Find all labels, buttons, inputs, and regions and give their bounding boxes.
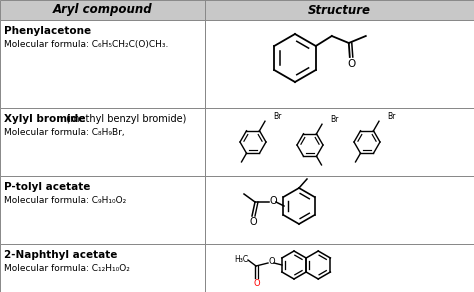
Text: Molecular formula: C₈H₉Br,: Molecular formula: C₈H₉Br, bbox=[4, 128, 125, 137]
Text: Br: Br bbox=[330, 115, 338, 124]
Text: 2-Naphthyl acetate: 2-Naphthyl acetate bbox=[4, 250, 118, 260]
Text: Molecular formula: C₆H₅CH₂C(O)CH₃.: Molecular formula: C₆H₅CH₂C(O)CH₃. bbox=[4, 40, 168, 49]
Bar bbox=[0, 244, 205, 292]
Text: O: O bbox=[269, 258, 275, 267]
Text: H₃C: H₃C bbox=[234, 256, 248, 265]
Text: O: O bbox=[249, 217, 257, 227]
Bar bbox=[0, 176, 205, 244]
Bar bbox=[205, 176, 474, 244]
Text: O: O bbox=[347, 59, 356, 69]
Text: Aryl compound: Aryl compound bbox=[53, 4, 152, 17]
Text: P-tolyl acetate: P-tolyl acetate bbox=[4, 182, 91, 192]
Bar bbox=[205, 108, 474, 176]
Bar bbox=[0, 0, 474, 20]
Text: O: O bbox=[270, 196, 278, 206]
Text: Br: Br bbox=[387, 112, 395, 121]
Text: Phenylacetone: Phenylacetone bbox=[4, 26, 91, 36]
Text: (methyl benzyl bromide): (methyl benzyl bromide) bbox=[63, 114, 187, 124]
Bar bbox=[0, 108, 205, 176]
Text: Molecular formula: C₉H₁₀O₂: Molecular formula: C₉H₁₀O₂ bbox=[4, 196, 126, 205]
Text: Structure: Structure bbox=[308, 4, 371, 17]
Text: Molecular formula: C₁₂H₁₀O₂: Molecular formula: C₁₂H₁₀O₂ bbox=[4, 264, 130, 273]
Text: Xylyl bromide: Xylyl bromide bbox=[4, 114, 85, 124]
Bar bbox=[0, 20, 205, 108]
Text: Br: Br bbox=[273, 112, 281, 121]
Text: O: O bbox=[253, 279, 260, 288]
Bar bbox=[205, 244, 474, 292]
Bar bbox=[205, 20, 474, 108]
